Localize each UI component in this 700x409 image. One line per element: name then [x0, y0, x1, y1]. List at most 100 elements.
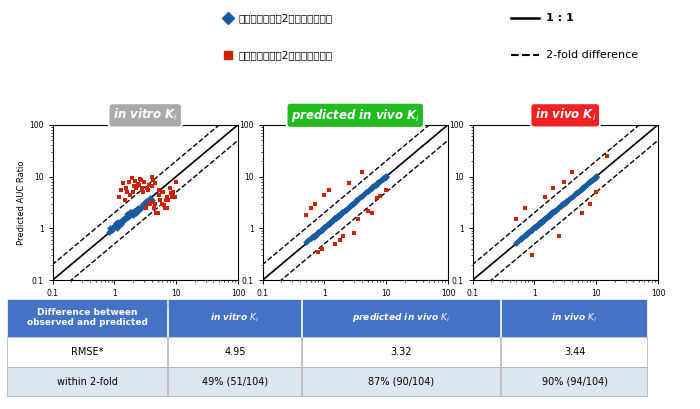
Point — [374, 178, 386, 184]
Point — [571, 189, 582, 196]
Point — [553, 233, 564, 240]
Point — [119, 217, 130, 223]
Point — [302, 236, 314, 243]
Point — [140, 200, 151, 207]
Point — [337, 209, 348, 216]
Point — [533, 221, 544, 228]
Point — [540, 194, 551, 200]
Point — [329, 215, 340, 222]
Point — [122, 214, 134, 220]
Text: 1 : 1: 1 : 1 — [546, 13, 574, 23]
Point — [531, 223, 542, 229]
Text: in vitro K$_i$: in vitro K$_i$ — [113, 107, 178, 124]
Point — [113, 218, 124, 225]
Point — [371, 181, 382, 187]
Point — [343, 180, 354, 186]
Point — [162, 204, 173, 211]
Text: in vitro $K_i$: in vitro $K_i$ — [211, 312, 260, 324]
Point — [126, 174, 137, 181]
Point — [155, 197, 166, 203]
Point — [328, 217, 339, 223]
Point — [159, 204, 170, 211]
Point — [584, 200, 596, 207]
Point — [122, 213, 133, 220]
Point — [310, 232, 321, 238]
Point — [555, 202, 566, 209]
Point — [591, 173, 602, 180]
Point — [110, 220, 121, 227]
Point — [334, 212, 345, 218]
Point — [545, 210, 557, 217]
Point — [585, 178, 596, 184]
Bar — [168, 337, 300, 366]
Point — [158, 189, 169, 196]
Point — [519, 233, 530, 240]
Point — [536, 219, 547, 225]
Point — [138, 202, 149, 209]
Point — [536, 218, 547, 225]
Point — [582, 180, 593, 187]
Point — [530, 223, 541, 230]
Point — [378, 175, 389, 182]
Point — [510, 240, 522, 246]
Point — [372, 180, 383, 186]
Bar — [302, 366, 500, 396]
Point — [316, 226, 327, 233]
Point — [572, 189, 583, 195]
Point — [141, 185, 153, 191]
Point — [362, 188, 373, 195]
Point — [116, 221, 127, 227]
Point — [145, 200, 156, 207]
Point — [136, 204, 148, 210]
Point — [111, 223, 122, 229]
Point — [349, 199, 360, 205]
Point — [326, 219, 337, 225]
Point — [133, 181, 144, 187]
Point — [591, 189, 602, 196]
Point — [528, 224, 540, 231]
Point — [137, 201, 148, 208]
Point — [550, 207, 561, 213]
Point — [125, 209, 136, 215]
Point — [118, 180, 129, 186]
X-axis label: Observed AUC Ratio: Observed AUC Ratio — [313, 301, 398, 310]
X-axis label: Observed AUC Ratio: Observed AUC Ratio — [103, 301, 188, 310]
Point — [333, 213, 344, 219]
Point — [377, 175, 388, 182]
Point — [300, 212, 312, 218]
Point — [547, 209, 559, 215]
Point — [330, 240, 341, 247]
Point — [169, 194, 181, 200]
Point — [337, 209, 349, 215]
Point — [335, 210, 346, 217]
Point — [565, 195, 576, 201]
Point — [546, 209, 557, 216]
Point — [580, 182, 592, 188]
Point — [120, 215, 132, 222]
Point — [311, 230, 322, 237]
Text: predicted in vivo K$_i$: predicted in vivo K$_i$ — [290, 107, 420, 124]
Point — [129, 207, 140, 214]
Text: 87% (90/104): 87% (90/104) — [368, 377, 435, 387]
Point — [375, 177, 386, 184]
Point — [362, 207, 373, 214]
Point — [148, 204, 159, 211]
Point — [584, 178, 596, 184]
Point — [590, 173, 601, 180]
Point — [569, 191, 580, 198]
Point — [316, 225, 328, 232]
Point — [576, 185, 587, 192]
Point — [314, 227, 326, 234]
Point — [316, 226, 328, 233]
Point — [542, 213, 554, 219]
Point — [348, 200, 359, 206]
Point — [551, 205, 562, 212]
Point — [350, 198, 361, 205]
Point — [335, 210, 346, 217]
Point — [151, 209, 162, 216]
Point — [171, 178, 182, 185]
Text: in vivo $K_i$: in vivo $K_i$ — [552, 312, 598, 324]
Point — [140, 204, 151, 211]
Point — [363, 187, 374, 193]
Bar — [7, 337, 167, 366]
